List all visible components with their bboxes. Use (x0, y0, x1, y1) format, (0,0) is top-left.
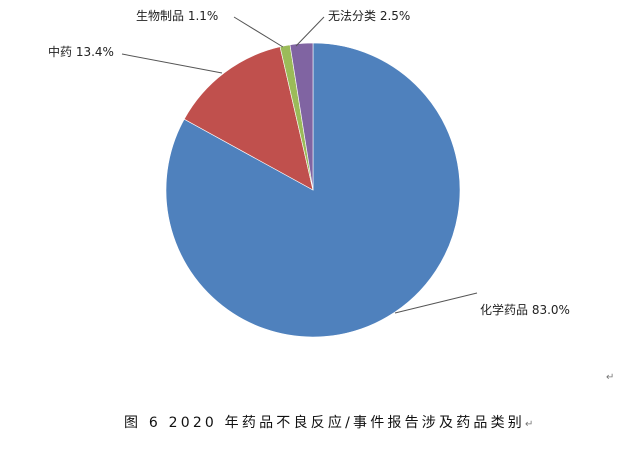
slice-label-2: 中药 13.4% (48, 44, 114, 59)
caption-text: 图 6 2020 年药品不良反应/事件报告涉及药品类别 (124, 415, 526, 431)
paragraph-mark: ↵ (606, 372, 615, 383)
slice-label-3: 生物制品 1.1% (136, 9, 218, 23)
slice-label-1: 化学药品 83.0% (480, 302, 570, 317)
leader-line-1 (394, 292, 478, 314)
paragraph-mark: ↵ (525, 419, 537, 430)
figure-caption: 图 6 2020 年药品不良反应/事件报告涉及药品类别↵ (124, 412, 537, 432)
leader-line-4 (295, 16, 325, 47)
leader-line-3 (233, 16, 284, 48)
pie-slice-4 (289, 42, 314, 191)
pie-slice-2 (183, 46, 314, 191)
slice-label-4: 无法分类 2.5% (328, 9, 410, 23)
leader-line-2 (121, 53, 223, 74)
